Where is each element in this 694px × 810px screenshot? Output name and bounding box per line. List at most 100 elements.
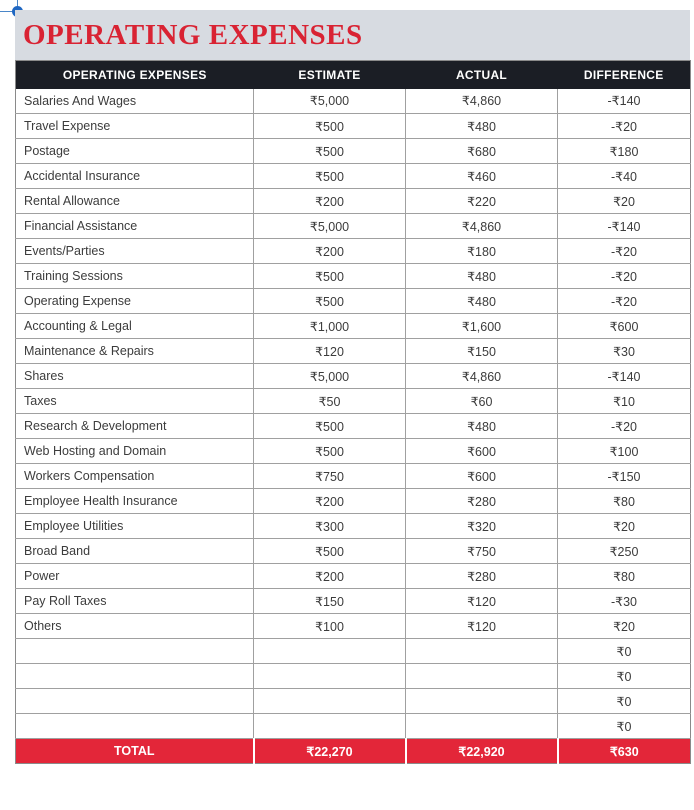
expense-name-cell[interactable]: Travel Expense [15,113,254,139]
difference-cell[interactable]: -₹140 [557,213,691,239]
actual-cell[interactable]: ₹220 [405,188,558,214]
expense-name-cell[interactable]: Pay Roll Taxes [15,588,254,614]
expense-name-cell[interactable]: Events/Parties [15,238,254,264]
total-estimate-cell[interactable]: ₹22,270 [252,738,406,764]
actual-cell[interactable] [405,713,558,739]
expense-name-cell[interactable] [15,688,254,714]
estimate-cell[interactable]: ₹200 [253,563,406,589]
actual-cell[interactable]: ₹150 [405,338,558,364]
expense-name-cell[interactable] [15,713,254,739]
estimate-cell[interactable]: ₹200 [253,488,406,514]
difference-cell[interactable]: ₹30 [557,338,691,364]
actual-cell[interactable]: ₹180 [405,238,558,264]
expense-name-cell[interactable]: Training Sessions [15,263,254,289]
difference-cell[interactable]: -₹20 [557,413,691,439]
estimate-cell[interactable]: ₹1,000 [253,313,406,339]
expense-name-cell[interactable]: Rental Allowance [15,188,254,214]
estimate-cell[interactable]: ₹5,000 [253,213,406,239]
column-header-difference[interactable]: DIFFERENCE [557,60,691,89]
estimate-cell[interactable]: ₹500 [253,438,406,464]
actual-cell[interactable] [405,688,558,714]
difference-cell[interactable]: ₹0 [557,638,691,664]
estimate-cell[interactable]: ₹50 [253,388,406,414]
actual-cell[interactable]: ₹120 [405,588,558,614]
expense-name-cell[interactable]: Salaries And Wages [15,88,254,114]
difference-cell[interactable]: ₹250 [557,538,691,564]
actual-cell[interactable] [405,638,558,664]
estimate-cell[interactable]: ₹5,000 [253,363,406,389]
estimate-cell[interactable]: ₹200 [253,238,406,264]
expense-name-cell[interactable]: Others [15,613,254,639]
actual-cell[interactable]: ₹1,600 [405,313,558,339]
difference-cell[interactable]: -₹20 [557,113,691,139]
actual-cell[interactable]: ₹320 [405,513,558,539]
estimate-cell[interactable]: ₹500 [253,288,406,314]
estimate-cell[interactable] [253,688,406,714]
difference-cell[interactable]: ₹10 [557,388,691,414]
difference-cell[interactable]: ₹80 [557,488,691,514]
expense-name-cell[interactable]: Financial Assistance [15,213,254,239]
estimate-cell[interactable] [253,638,406,664]
difference-cell[interactable]: ₹0 [557,663,691,689]
difference-cell[interactable]: ₹20 [557,613,691,639]
actual-cell[interactable]: ₹4,860 [405,88,558,114]
difference-cell[interactable]: -₹140 [557,363,691,389]
actual-cell[interactable]: ₹480 [405,263,558,289]
actual-cell[interactable]: ₹600 [405,463,558,489]
expense-name-cell[interactable]: Shares [15,363,254,389]
actual-cell[interactable]: ₹460 [405,163,558,189]
actual-cell[interactable]: ₹600 [405,438,558,464]
difference-cell[interactable]: -₹140 [557,88,691,114]
actual-cell[interactable]: ₹4,860 [405,363,558,389]
actual-cell[interactable]: ₹750 [405,538,558,564]
actual-cell[interactable]: ₹480 [405,288,558,314]
column-header-actual[interactable]: ACTUAL [405,60,558,89]
expense-name-cell[interactable] [15,638,254,664]
expense-name-cell[interactable]: Broad Band [15,538,254,564]
difference-cell[interactable]: ₹0 [557,713,691,739]
expense-name-cell[interactable]: Employee Health Insurance [15,488,254,514]
difference-cell[interactable]: -₹20 [557,238,691,264]
difference-cell[interactable]: ₹80 [557,563,691,589]
actual-cell[interactable]: ₹120 [405,613,558,639]
difference-cell[interactable]: ₹180 [557,138,691,164]
expense-name-cell[interactable] [15,663,254,689]
estimate-cell[interactable]: ₹5,000 [253,88,406,114]
estimate-cell[interactable]: ₹500 [253,138,406,164]
actual-cell[interactable]: ₹60 [405,388,558,414]
difference-cell[interactable]: -₹20 [557,263,691,289]
expense-name-cell[interactable]: Taxes [15,388,254,414]
expense-name-cell[interactable]: Maintenance & Repairs [15,338,254,364]
estimate-cell[interactable]: ₹500 [253,263,406,289]
difference-cell[interactable]: ₹0 [557,688,691,714]
column-header-estimate[interactable]: ESTIMATE [253,60,406,89]
difference-cell[interactable]: ₹600 [557,313,691,339]
actual-cell[interactable]: ₹280 [405,488,558,514]
expense-name-cell[interactable]: Power [15,563,254,589]
difference-cell[interactable]: ₹20 [557,513,691,539]
difference-cell[interactable]: -₹150 [557,463,691,489]
estimate-cell[interactable]: ₹500 [253,163,406,189]
difference-cell[interactable]: -₹40 [557,163,691,189]
estimate-cell[interactable]: ₹500 [253,113,406,139]
total-actual-cell[interactable]: ₹22,920 [404,738,558,764]
estimate-cell[interactable]: ₹200 [253,188,406,214]
estimate-cell[interactable]: ₹120 [253,338,406,364]
estimate-cell[interactable]: ₹500 [253,413,406,439]
expense-name-cell[interactable]: Employee Utilities [15,513,254,539]
expense-name-cell[interactable]: Web Hosting and Domain [15,438,254,464]
expense-name-cell[interactable]: Workers Compensation [15,463,254,489]
estimate-cell[interactable]: ₹500 [253,538,406,564]
actual-cell[interactable]: ₹480 [405,113,558,139]
estimate-cell[interactable] [253,713,406,739]
expense-name-cell[interactable]: Accounting & Legal [15,313,254,339]
expense-name-cell[interactable]: Research & Development [15,413,254,439]
actual-cell[interactable] [405,663,558,689]
actual-cell[interactable]: ₹280 [405,563,558,589]
estimate-cell[interactable] [253,663,406,689]
estimate-cell[interactable]: ₹300 [253,513,406,539]
difference-cell[interactable]: ₹20 [557,188,691,214]
column-header-operating-expenses[interactable]: OPERATING EXPENSES [15,60,254,89]
estimate-cell[interactable]: ₹150 [253,588,406,614]
expense-name-cell[interactable]: Operating Expense [15,288,254,314]
